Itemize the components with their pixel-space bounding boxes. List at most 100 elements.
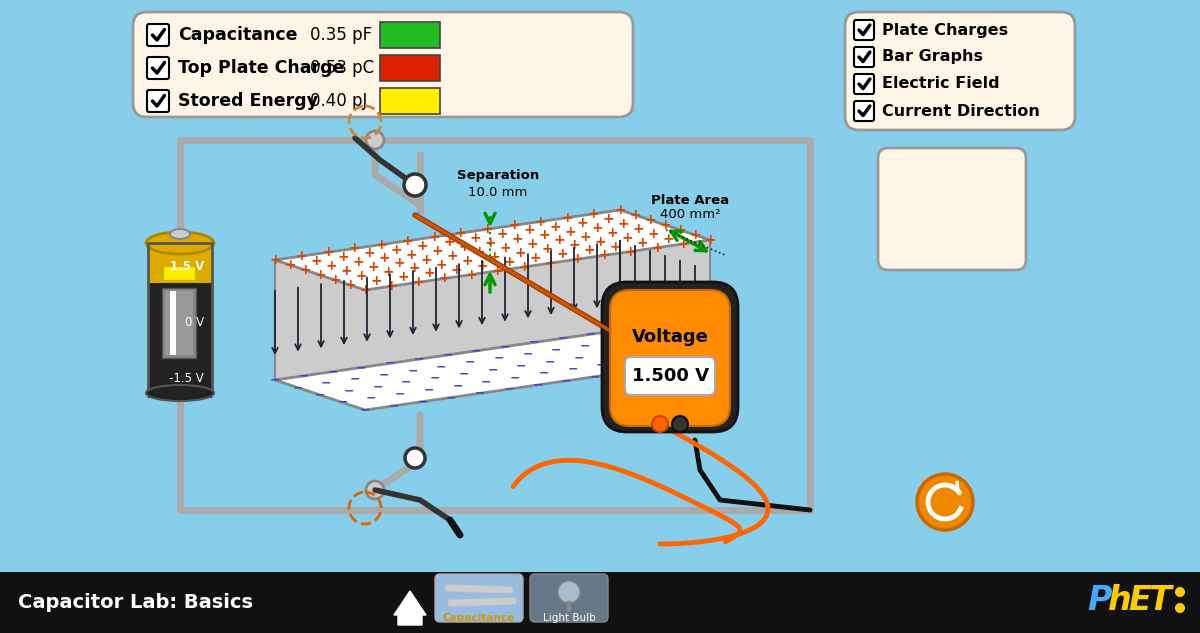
Text: −: −	[608, 335, 619, 348]
Text: −: −	[586, 328, 596, 341]
Text: −: −	[528, 336, 539, 349]
Text: +: +	[444, 235, 455, 249]
Text: −: −	[314, 389, 325, 401]
Text: −: −	[562, 374, 571, 387]
Text: +: +	[515, 246, 527, 260]
Bar	[163, 266, 194, 280]
Text: −: −	[414, 353, 424, 366]
Text: −: −	[654, 350, 664, 363]
FancyBboxPatch shape	[610, 290, 730, 426]
FancyBboxPatch shape	[845, 12, 1075, 130]
Text: +: +	[325, 259, 337, 273]
Text: 1.5 V: 1.5 V	[169, 260, 204, 272]
Bar	[380, 22, 440, 48]
Text: +: +	[424, 266, 436, 280]
Text: −: −	[299, 369, 310, 382]
Circle shape	[652, 416, 668, 432]
Text: Plate Area: Plate Area	[650, 194, 730, 206]
Text: +: +	[562, 211, 572, 225]
Text: +: +	[428, 230, 440, 244]
Text: +: +	[481, 222, 493, 236]
Text: +: +	[588, 207, 599, 221]
Text: −: −	[389, 399, 398, 412]
Text: +: +	[466, 268, 476, 282]
Text: −: −	[618, 366, 629, 379]
Text: +: +	[538, 229, 550, 242]
FancyBboxPatch shape	[602, 282, 738, 432]
Text: +: +	[576, 216, 588, 230]
Text: −: −	[430, 372, 440, 385]
Text: +: +	[406, 248, 416, 261]
Text: +: +	[644, 213, 656, 227]
Circle shape	[406, 448, 425, 468]
Text: 10.0 mm: 10.0 mm	[468, 185, 528, 199]
Text: +: +	[439, 272, 450, 285]
Text: +: +	[648, 227, 659, 241]
Text: +: +	[553, 234, 565, 248]
Text: +: +	[349, 241, 360, 256]
Bar	[148, 243, 212, 393]
Text: +: +	[341, 264, 353, 278]
FancyBboxPatch shape	[854, 20, 874, 40]
Text: +: +	[518, 260, 530, 274]
Text: −: −	[602, 347, 613, 360]
Text: Electric Field: Electric Field	[882, 77, 1000, 92]
Text: −: −	[452, 379, 463, 392]
Polygon shape	[275, 210, 620, 380]
Text: +: +	[527, 237, 538, 251]
Text: −: −	[647, 362, 658, 375]
Polygon shape	[394, 591, 426, 625]
Polygon shape	[275, 330, 710, 410]
Text: −: −	[481, 375, 492, 388]
Text: +: +	[379, 251, 390, 265]
Text: 1.500 V: 1.500 V	[631, 367, 708, 385]
Text: Plate Charges: Plate Charges	[882, 23, 1008, 37]
Text: +: +	[606, 226, 618, 240]
FancyBboxPatch shape	[148, 57, 169, 79]
Text: +: +	[455, 226, 467, 240]
Text: +: +	[394, 256, 406, 270]
Text: −: −	[407, 365, 418, 377]
Text: −: −	[270, 373, 281, 387]
Text: h: h	[1108, 584, 1132, 617]
Text: +: +	[485, 236, 497, 250]
Circle shape	[1175, 587, 1186, 597]
Polygon shape	[275, 210, 710, 290]
Text: −: −	[360, 403, 371, 417]
Text: Capacitance: Capacitance	[443, 613, 515, 623]
Text: −: −	[349, 373, 360, 385]
Text: +: +	[416, 239, 428, 253]
Text: +: +	[594, 235, 606, 249]
Text: -1.5 V: -1.5 V	[169, 372, 204, 384]
Text: −: −	[522, 348, 533, 361]
Text: +: +	[704, 233, 716, 247]
Text: +: +	[376, 237, 386, 251]
Polygon shape	[275, 260, 365, 410]
Text: +: +	[550, 220, 562, 234]
Text: +: +	[409, 261, 420, 275]
Text: +: +	[284, 258, 296, 272]
Text: Capacitor Lab: Basics: Capacitor Lab: Basics	[18, 594, 253, 613]
Text: +: +	[476, 259, 488, 273]
Text: +: +	[592, 221, 602, 235]
Text: +: +	[413, 275, 424, 289]
Text: −: −	[443, 349, 452, 361]
Text: Bar Graphs: Bar Graphs	[882, 49, 983, 65]
Text: +: +	[450, 263, 462, 277]
Text: −: −	[557, 332, 568, 345]
Text: +: +	[420, 253, 432, 266]
Text: −: −	[470, 344, 481, 358]
FancyBboxPatch shape	[148, 90, 169, 112]
Circle shape	[1175, 603, 1186, 613]
Text: +: +	[458, 240, 470, 254]
Bar	[162, 288, 196, 358]
Text: +: +	[474, 245, 485, 259]
Text: −: −	[343, 384, 354, 398]
Bar	[170, 291, 176, 355]
Text: +: +	[632, 222, 644, 236]
Text: −: −	[704, 353, 715, 367]
Text: −: −	[568, 363, 577, 375]
Text: +: +	[299, 263, 311, 277]
Text: +: +	[571, 252, 583, 266]
Text: +: +	[500, 241, 511, 255]
